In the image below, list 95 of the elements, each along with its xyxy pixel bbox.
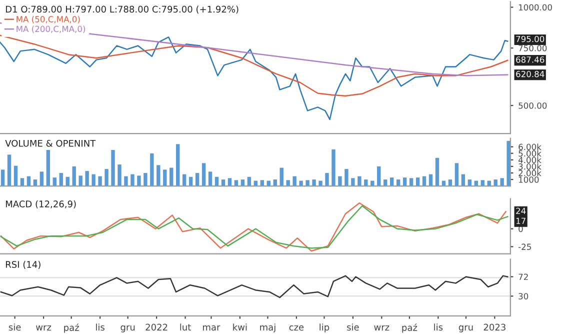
- annotation: 24: [516, 208, 526, 214]
- x-tick-label: 2023: [484, 324, 506, 331]
- bar: [306, 180, 310, 186]
- bar: [0, 170, 5, 186]
- x-tick-label: lip: [320, 324, 330, 332]
- bar: [494, 179, 498, 186]
- bar: [46, 150, 50, 186]
- bar: [104, 169, 108, 186]
- x-tick-label: gru: [458, 325, 473, 332]
- bar: [92, 174, 96, 186]
- bar: [377, 166, 381, 186]
- bar: [500, 178, 504, 186]
- bar: [286, 180, 290, 186]
- bar: [506, 140, 510, 186]
- chart-title: RSI (14): [6, 260, 40, 269]
- bar: [130, 174, 134, 186]
- bar: [299, 180, 303, 186]
- legend-label: MA (200,C,MA,0): [16, 26, 86, 34]
- bar: [78, 176, 82, 186]
- y-tick-label: 5.00k: [518, 150, 542, 157]
- x-tick-label: wrz: [36, 325, 52, 330]
- bar: [422, 176, 426, 186]
- bar: [202, 163, 206, 186]
- bar: [228, 178, 232, 186]
- line-series: [0, 36, 508, 120]
- bar: [137, 176, 141, 186]
- x-tick-label: maj: [260, 324, 276, 332]
- y-tick-label: 2.00k: [518, 170, 542, 176]
- x-tick-label: lis: [96, 324, 104, 331]
- bar: [124, 176, 128, 186]
- y-tick-label: 1000.00: [518, 4, 552, 11]
- bar: [150, 153, 154, 186]
- bar: [14, 166, 18, 186]
- bar: [358, 176, 362, 186]
- chart-title: MACD (12,26,9): [6, 200, 76, 208]
- bar: [85, 170, 89, 186]
- bar: [280, 168, 284, 186]
- bar: [332, 149, 336, 186]
- annotation: 687.46: [516, 56, 544, 63]
- bar: [72, 166, 76, 186]
- bar: [156, 165, 160, 186]
- x-tick-label: lut: [180, 324, 191, 331]
- x-tick-label: cze: [289, 325, 304, 331]
- y-tick-label: 4.00k: [518, 156, 542, 164]
- bar: [364, 179, 368, 186]
- bar: [292, 176, 296, 186]
- chart-title: VOLUME & OPENINT: [5, 140, 96, 147]
- bar: [312, 179, 316, 186]
- y-tick-label: 30: [518, 293, 528, 300]
- y-tick-label: 500.00: [518, 102, 547, 109]
- x-tick-label: gru: [120, 325, 135, 332]
- bar: [118, 164, 122, 186]
- x-tick-label: 2022: [146, 324, 168, 331]
- bar: [344, 169, 348, 186]
- chart-title: D1 O:789.00 H:797.00 L:788.00 C:795.00 (+1.92%): [6, 6, 238, 14]
- annotation: 795.00: [516, 36, 544, 42]
- bar: [195, 172, 200, 186]
- legend-label: MA (50,C,MA,0): [16, 16, 80, 24]
- bar: [338, 176, 342, 186]
- bar: [176, 144, 180, 186]
- x-tick-label: wrz: [374, 325, 390, 330]
- bar: [7, 154, 12, 186]
- x-tick-label: mar: [203, 325, 220, 331]
- bar: [98, 176, 102, 186]
- annotation: 17: [516, 218, 526, 224]
- y-tick-label: 1000: [518, 176, 539, 183]
- bar: [208, 172, 212, 186]
- y-tick-label: -25: [518, 244, 531, 250]
- bar: [59, 172, 63, 186]
- line-series: [0, 275, 508, 298]
- bar: [111, 150, 115, 186]
- bar: [20, 178, 24, 186]
- bar: [26, 176, 31, 186]
- bar: [454, 163, 459, 186]
- y-tick-label: 3.00k: [518, 163, 542, 170]
- x-tick-label: sie: [8, 324, 21, 331]
- x-tick-label: paź: [64, 324, 79, 333]
- bar: [144, 172, 148, 186]
- x-tick-label: kwi: [233, 324, 247, 330]
- bar: [163, 170, 167, 186]
- bar: [325, 172, 329, 186]
- y-tick-label: 750.00: [518, 44, 547, 52]
- bar: [409, 178, 414, 186]
- x-tick-label: lis: [434, 324, 443, 331]
- annotation: 620.84: [516, 70, 544, 78]
- bar: [318, 180, 322, 186]
- y-tick-label: 6.00k: [518, 144, 542, 150]
- line-series: [0, 34, 508, 97]
- x-tick-label: paź: [402, 324, 418, 333]
- bar: [351, 178, 355, 186]
- x-tick-label: sie: [347, 324, 359, 331]
- bar: [435, 158, 440, 186]
- bar: [40, 172, 44, 186]
- y-tick-label: 72: [518, 274, 528, 280]
- bar: [170, 168, 174, 186]
